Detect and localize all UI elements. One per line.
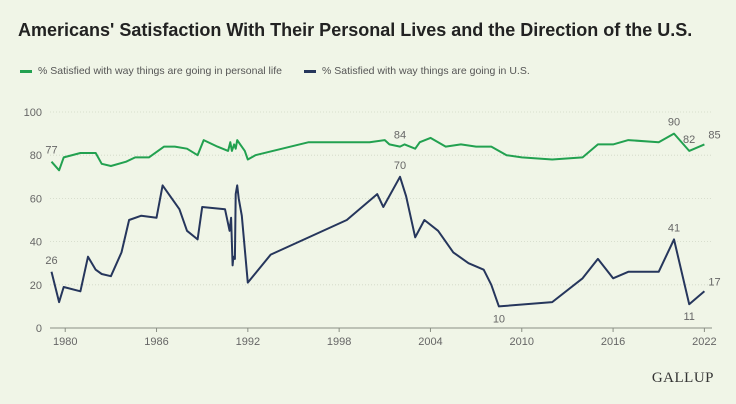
data-label-personal-life: 90: [668, 117, 680, 129]
x-tick-label: 2022: [692, 336, 716, 348]
legend-swatch-personal-life: [20, 69, 32, 73]
y-tick-label: 20: [30, 280, 42, 292]
data-label-us: 70: [394, 160, 406, 172]
x-tick-label: 1998: [327, 336, 351, 348]
data-label-personal-life: 84: [394, 130, 406, 142]
x-tick-label: 2010: [510, 336, 534, 348]
legend-label-us: % Satisfied with way things are going in…: [321, 65, 530, 77]
chart-title: Americans' Satisfaction With Their Perso…: [18, 20, 693, 40]
legend-item-personal-life: % Satisfied with way things are going in…: [20, 65, 282, 77]
data-label-us: 11: [683, 311, 694, 323]
data-label-personal-life: 77: [45, 145, 57, 157]
y-tick-label: 0: [36, 323, 42, 335]
y-tick-label: 100: [24, 107, 42, 119]
y-tick-label: 40: [30, 237, 42, 249]
x-tick-label: 2004: [418, 336, 442, 348]
data-label-us: 41: [668, 222, 680, 234]
x-tick-label: 2016: [601, 336, 625, 348]
data-label-personal-life: 85: [708, 129, 720, 141]
data-label-personal-life: 82: [683, 134, 695, 146]
series-line-personal-life: [50, 132, 705, 172]
data-label-us: 10: [493, 313, 505, 325]
x-tick-label: 1992: [236, 336, 260, 348]
y-tick-label: 80: [30, 150, 42, 162]
x-tick-label: 1986: [144, 336, 168, 348]
legend: % Satisfied with way things are going in…: [20, 65, 530, 77]
legend-swatch-us: [303, 69, 316, 73]
legend-label-personal-life: % Satisfied with way things are going in…: [38, 65, 282, 77]
x-tick-label: 1980: [53, 336, 77, 348]
legend-item-us: % Satisfied with way things are going in…: [303, 65, 530, 77]
series-line-us: [50, 175, 706, 308]
data-label-us: 17: [708, 276, 720, 288]
data-label-us: 26: [45, 255, 57, 267]
gallup-logo: GALLUP: [651, 370, 714, 386]
y-tick-label: 60: [30, 193, 42, 205]
